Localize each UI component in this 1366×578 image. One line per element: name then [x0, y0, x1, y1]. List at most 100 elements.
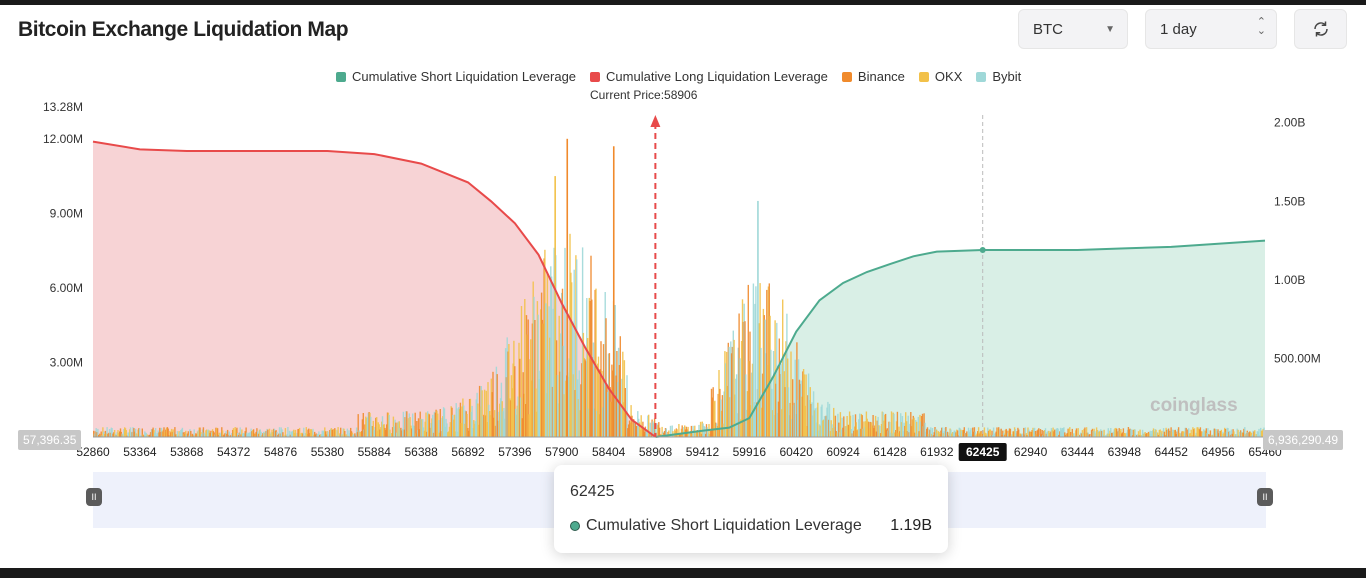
legend-item-short[interactable]: Cumulative Short Liquidation Leverage	[336, 69, 576, 84]
okx-bar	[1054, 433, 1057, 437]
binance-bar	[1208, 434, 1210, 437]
bybit-bar	[941, 427, 944, 437]
bybit-bar	[106, 427, 108, 437]
bybit-bar	[852, 414, 854, 437]
bybit-bar	[321, 430, 323, 437]
bybit-bar	[471, 405, 473, 437]
binance-bar	[738, 313, 740, 437]
okx-bar	[448, 426, 451, 437]
binance-bar	[478, 385, 481, 437]
refresh-button[interactable]	[1294, 9, 1347, 49]
okx-bar	[1194, 434, 1197, 437]
okx-bar	[268, 428, 271, 437]
bybit-bar	[964, 433, 966, 437]
okx-bar	[1260, 430, 1263, 437]
binance-bar	[187, 431, 189, 437]
bybit-bar	[944, 427, 946, 437]
binance-bar	[1181, 431, 1183, 437]
legend-item-okx[interactable]: OKX	[918, 69, 962, 84]
bybit-bar	[185, 434, 188, 437]
okx-bar	[847, 424, 849, 437]
symbol-select[interactable]: BTC ▼	[1018, 9, 1128, 49]
legend-item-binance[interactable]: Binance	[841, 69, 905, 84]
bybit-bar	[101, 435, 103, 437]
okx-bar	[697, 431, 699, 437]
okx-bar	[805, 374, 807, 437]
binance-bar	[256, 428, 258, 437]
okx-bar	[234, 427, 236, 437]
okx-bar	[436, 410, 438, 437]
okx-bar	[801, 396, 803, 437]
okx-bar	[1147, 433, 1149, 437]
bybit-bar	[504, 418, 506, 437]
okx-bar	[967, 434, 969, 437]
legend-item-bybit[interactable]: Bybit	[976, 69, 1021, 84]
okx-bar	[427, 413, 430, 437]
okx-bar	[722, 423, 724, 437]
okx-bar	[333, 429, 335, 437]
binance-bar	[1138, 435, 1140, 437]
okx-bar	[406, 430, 409, 437]
binance-bar	[331, 430, 333, 437]
binance-bar	[1030, 432, 1032, 437]
bybit-bar	[1057, 428, 1059, 437]
binance-bar	[619, 336, 621, 437]
bybit-bar	[370, 425, 373, 437]
binance-bar	[497, 420, 499, 437]
binance-bar	[1071, 428, 1073, 437]
bybit-bar	[239, 427, 241, 437]
bybit-bar	[1225, 431, 1228, 437]
bybit-bar	[373, 430, 375, 437]
bybit-bar	[259, 429, 261, 437]
binance-bar	[161, 431, 163, 437]
binance-bar	[107, 433, 109, 437]
okx-bar	[324, 427, 326, 437]
okx-bar	[813, 410, 816, 437]
okx-bar	[709, 433, 711, 437]
okx-bar	[817, 402, 819, 437]
binance-bar	[555, 340, 558, 437]
legend-item-long[interactable]: Cumulative Long Liquidation Leverage	[590, 69, 828, 84]
bybit-bar	[753, 402, 755, 437]
okx-bar	[241, 429, 243, 437]
binance-bar	[395, 422, 397, 437]
slider-right-handle[interactable]: II	[1257, 488, 1273, 506]
okx-bar	[421, 419, 423, 437]
okx-bar	[936, 429, 938, 437]
binance-bar	[355, 435, 357, 437]
bybit-bar	[1094, 431, 1096, 437]
bybit-bar	[593, 408, 595, 437]
bybit-bar	[992, 435, 994, 437]
okx-bar	[499, 403, 501, 437]
binance-bar	[642, 421, 644, 437]
binance-bar	[1100, 430, 1103, 437]
liquidation-chart[interactable]: 13.28M 12.00M 9.00M 6.00M 3.00M 2.00B 1.50B 1.0…	[0, 5, 1366, 475]
okx-bar	[1035, 434, 1037, 437]
binance-bar	[1017, 427, 1019, 437]
okx-bar	[844, 426, 847, 437]
binance-bar	[514, 366, 516, 437]
bybit-bar	[422, 427, 425, 437]
okx-bar	[582, 332, 585, 437]
bybit-bar	[233, 435, 235, 437]
bybit-bar	[352, 434, 354, 437]
binance-bar	[1023, 434, 1026, 437]
legend-label: Cumulative Short Liquidation Leverage	[352, 69, 577, 84]
binance-bar	[792, 379, 794, 437]
slider-left-handle[interactable]: II	[86, 488, 102, 506]
okx-bar	[1085, 433, 1087, 437]
bybit-bar	[1105, 434, 1108, 437]
binance-bar	[119, 428, 122, 437]
range-select[interactable]: 1 day ⌃ ⌄	[1145, 9, 1277, 49]
okx-bar	[1159, 429, 1161, 437]
bybit-bar	[445, 418, 447, 437]
bybit-bar	[693, 429, 695, 437]
okx-bar	[546, 272, 549, 437]
binance-bar	[195, 433, 197, 437]
binance-bar	[721, 395, 724, 437]
okx-bar	[766, 364, 769, 437]
y-left-tick-label: 6.00M	[50, 281, 83, 295]
bybit-bar	[730, 341, 732, 437]
binance-bar	[182, 432, 184, 437]
binance-bar	[404, 417, 406, 437]
